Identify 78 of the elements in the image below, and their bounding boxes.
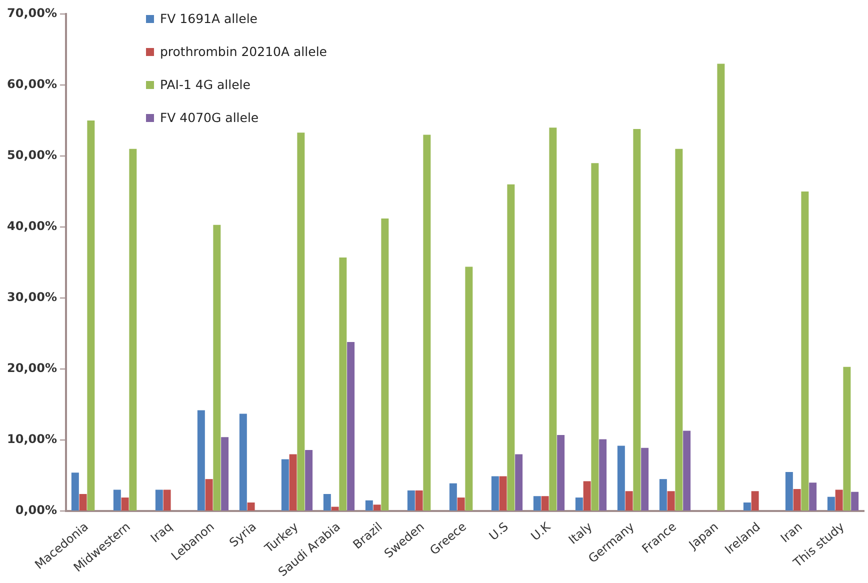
bar	[381, 218, 389, 511]
bar	[667, 491, 675, 511]
bar	[599, 439, 607, 511]
bar	[617, 446, 625, 511]
bar	[305, 450, 313, 511]
bar	[675, 148, 683, 511]
bar	[129, 148, 137, 511]
bar	[415, 490, 423, 511]
bar	[843, 366, 851, 511]
bar	[575, 498, 583, 511]
bar	[743, 502, 751, 511]
bar	[499, 476, 507, 511]
bar	[79, 494, 87, 511]
bar	[197, 410, 205, 511]
bar	[457, 498, 465, 511]
y-tick-label: 60,00%	[6, 77, 57, 92]
legend-label: FV 4070G allele	[160, 110, 259, 125]
bar	[801, 192, 809, 511]
bar	[491, 476, 499, 511]
bar	[247, 502, 255, 511]
bar	[625, 491, 633, 511]
bar	[163, 490, 171, 511]
y-tick-label: 10,00%	[6, 432, 57, 446]
x-tick-label: Iraq	[148, 520, 175, 546]
x-tick-label: Iran	[778, 520, 805, 546]
bar	[533, 496, 541, 511]
x-tick-label: U.S	[486, 520, 511, 544]
bar	[851, 492, 859, 511]
bar	[71, 472, 79, 511]
bar	[113, 490, 121, 511]
bar	[423, 134, 431, 511]
bar	[87, 120, 95, 511]
bar	[281, 459, 289, 511]
bar	[205, 479, 213, 511]
bar	[347, 342, 355, 511]
bar	[407, 490, 415, 511]
bar	[633, 129, 641, 511]
y-tick-label: 0,00%	[15, 503, 57, 518]
bar	[793, 489, 801, 511]
bar	[449, 483, 457, 511]
y-tick-label: 30,00%	[6, 290, 57, 304]
bar	[213, 224, 221, 511]
bar	[297, 132, 305, 511]
x-tick-label: U.K	[528, 518, 554, 544]
y-tick-label: 70,00%	[6, 6, 57, 20]
bar	[641, 448, 649, 511]
legend-label: FV 1691A allele	[160, 11, 258, 26]
legend-label: prothrombin 20210A allele	[160, 44, 327, 59]
bar	[785, 472, 793, 511]
bar	[717, 64, 725, 511]
bar	[221, 437, 229, 511]
legend-label: PAI-1 4G allele	[160, 77, 250, 92]
bar	[331, 506, 339, 511]
bar	[751, 491, 759, 511]
bar	[339, 258, 347, 511]
y-tick-label: 20,00%	[6, 361, 57, 376]
bar	[289, 454, 297, 511]
bar	[323, 494, 331, 511]
bar	[683, 430, 691, 511]
bar	[373, 504, 381, 511]
y-tick-label: 40,00%	[6, 219, 57, 234]
bar	[515, 454, 523, 511]
bar	[365, 500, 373, 511]
bar	[809, 482, 817, 511]
bar	[827, 496, 835, 511]
bar	[659, 479, 667, 511]
bar	[507, 184, 515, 511]
bar	[155, 490, 163, 511]
bar	[465, 266, 473, 511]
bar	[591, 163, 599, 511]
bar	[549, 128, 557, 511]
bar	[239, 414, 247, 511]
bar	[121, 498, 129, 511]
bar	[557, 435, 565, 511]
bar	[835, 490, 843, 511]
bar	[541, 496, 549, 511]
y-tick-label: 50,00%	[6, 148, 57, 162]
bar	[583, 481, 591, 511]
